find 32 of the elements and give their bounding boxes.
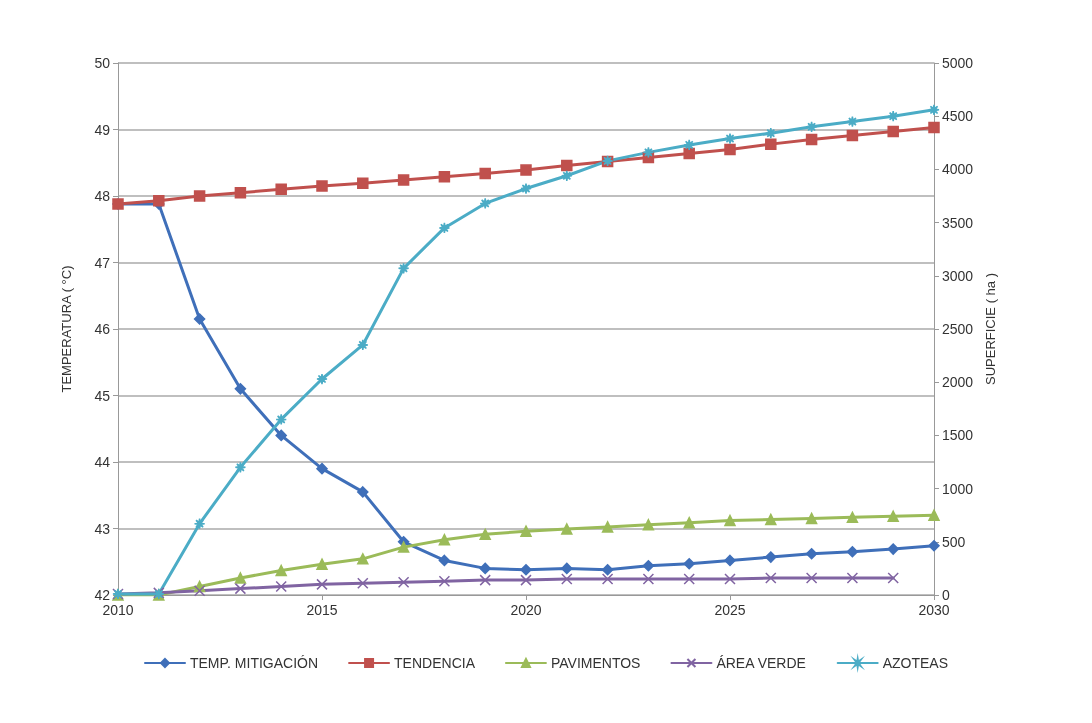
x-tick-label: 2020 — [510, 602, 542, 618]
y2-tick-label: 500 — [942, 533, 966, 550]
y2-tick-label: 3500 — [942, 214, 974, 231]
legend-label: TEMP. MITIGACIÓN — [189, 655, 319, 671]
y-tick-label: 45 — [94, 387, 111, 404]
y2-axis-title: SUPERFICIE ( ha ) — [983, 273, 999, 385]
y2-tick-label: 1000 — [942, 480, 974, 497]
y-tick-label: 42 — [94, 587, 111, 603]
y-tick-label: 43 — [94, 520, 111, 537]
y2-tick-label: 4500 — [942, 108, 974, 125]
x-tick-label: 2025 — [714, 602, 746, 618]
y-tick-label: 47 — [94, 254, 111, 271]
y2-tick-label: 0 — [942, 587, 950, 603]
y2-tick-label: 2000 — [942, 374, 974, 391]
legend-label: ÁREA VERDE — [716, 655, 806, 671]
y-tick-label: 48 — [94, 188, 111, 204]
y-axis-title: TEMPERATURA ( °C) — [59, 265, 74, 393]
y-tick-label: 49 — [94, 121, 111, 138]
y-tick-label: 44 — [94, 454, 111, 470]
x-tick-label: 2015 — [306, 602, 338, 618]
x-tick-label: 2030 — [918, 602, 950, 618]
y-tick-label: 46 — [94, 321, 111, 337]
legend-label: TENDENCIA — [394, 655, 476, 671]
x-tick-label: 2010 — [102, 602, 134, 618]
y2-tick-label: 5000 — [942, 55, 974, 71]
legend-label: AZOTEAS — [882, 655, 949, 671]
y2-tick-label: 3000 — [942, 267, 974, 284]
y-tick-label: 50 — [94, 55, 111, 71]
y2-tick-label: 1500 — [942, 427, 974, 444]
y2-tick-label: 4000 — [942, 161, 974, 178]
y2-tick-label: 2500 — [942, 321, 974, 337]
legend-label: PAVIMENTOS — [550, 655, 641, 671]
